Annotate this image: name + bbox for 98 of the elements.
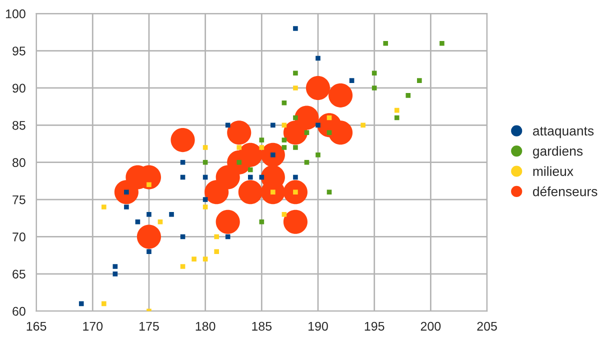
point [78, 301, 84, 306]
point [227, 120, 252, 145]
y-tick-label: 60 [12, 306, 26, 316]
point [294, 106, 319, 130]
point [270, 152, 276, 158]
point [326, 130, 332, 136]
point [214, 249, 219, 254]
x-tick-label: 170 [83, 322, 103, 331]
x-tick-label: 185 [252, 322, 272, 331]
x-tick-label: 190 [308, 322, 328, 331]
x-tick-label: 195 [364, 322, 384, 331]
point [293, 26, 298, 31]
x-tick-label: 200 [420, 322, 441, 331]
point [112, 272, 118, 276]
point [102, 301, 106, 306]
point [202, 160, 208, 165]
point [349, 78, 354, 83]
point [293, 115, 298, 120]
point [372, 70, 377, 76]
point [169, 212, 174, 217]
point [293, 190, 298, 195]
x-tick-label: 175 [140, 322, 159, 331]
point [270, 190, 276, 195]
point [304, 160, 310, 165]
point [225, 122, 230, 128]
y-tick-label: 85 [12, 120, 26, 130]
y-tick-label: 95 [12, 46, 26, 56]
point [236, 160, 242, 165]
point [259, 219, 264, 224]
point [260, 142, 285, 167]
point [236, 145, 242, 150]
point [158, 219, 163, 224]
point [202, 197, 208, 202]
point [180, 160, 186, 165]
point [293, 70, 298, 76]
point [440, 40, 444, 46]
point [316, 122, 320, 128]
y-tick-label: 65 [12, 270, 26, 279]
point [282, 212, 287, 217]
point [238, 142, 262, 167]
legend-label: milieux [533, 166, 574, 176]
point [283, 180, 308, 204]
point [282, 100, 287, 106]
point [135, 219, 140, 224]
point [225, 234, 230, 240]
point [136, 224, 162, 249]
point [316, 56, 320, 61]
point [102, 204, 106, 210]
y-tick-label: 100 [6, 9, 26, 18]
point [202, 145, 208, 150]
point [124, 190, 129, 195]
y-tick-label: 90 [12, 84, 26, 93]
x-tick-label: 180 [196, 322, 216, 331]
legend-label: défenseurs [532, 186, 598, 196]
point [417, 78, 422, 83]
point [293, 174, 298, 180]
point [238, 180, 262, 204]
point [328, 83, 353, 108]
legend-label: attaquants [532, 126, 594, 138]
point [180, 264, 186, 269]
point [270, 122, 276, 128]
point [214, 234, 219, 240]
y-tick-label: 75 [12, 195, 26, 204]
point [124, 204, 129, 210]
point [316, 152, 320, 158]
point [170, 128, 195, 152]
point [259, 145, 264, 150]
point [146, 212, 152, 217]
point [293, 86, 298, 90]
point [293, 145, 298, 150]
point [328, 120, 353, 145]
point [259, 138, 264, 142]
point [248, 174, 253, 180]
point [394, 108, 400, 113]
point [248, 167, 253, 172]
point [304, 130, 310, 136]
x-tick-label: 165 [26, 322, 46, 331]
point [383, 40, 388, 46]
point [306, 76, 330, 100]
y-tick-label: 80 [12, 158, 26, 167]
point [202, 256, 208, 262]
point [283, 210, 308, 234]
point [202, 204, 208, 210]
point [282, 138, 287, 142]
point [192, 256, 196, 262]
point [216, 210, 240, 234]
point [146, 249, 152, 254]
point [360, 122, 366, 128]
point [146, 182, 152, 188]
y-tick-label: 70 [12, 232, 26, 242]
point [372, 86, 377, 90]
point [394, 115, 400, 120]
point [282, 145, 287, 150]
x-tick-label: 205 [477, 322, 497, 331]
point [326, 190, 332, 195]
point [406, 93, 411, 98]
legend-label: gardiens [532, 146, 583, 158]
point [112, 264, 118, 269]
